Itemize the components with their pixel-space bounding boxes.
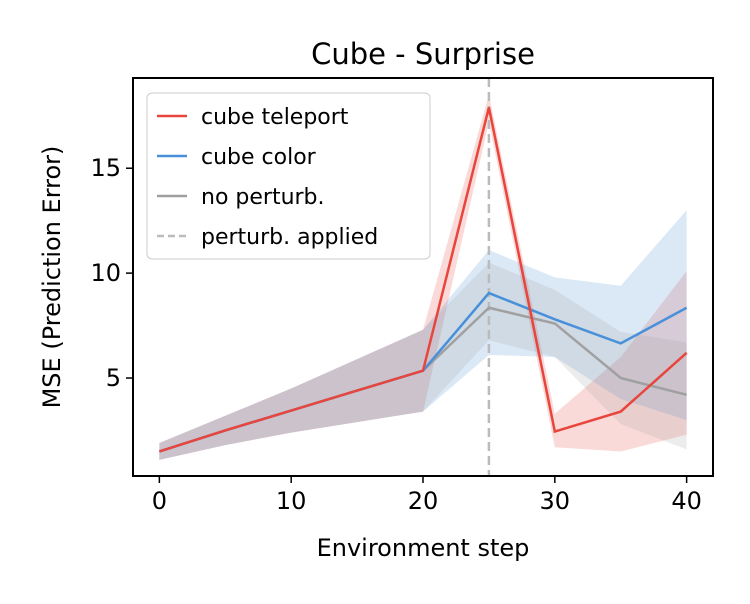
legend: cube teleport cube color no perturb. pertur… xyxy=(146,92,431,260)
x-axis-label: Environment step xyxy=(317,534,530,562)
x-tick-label: 10 xyxy=(276,487,307,515)
x-tick-label: 20 xyxy=(408,487,439,515)
x-tick-label: 30 xyxy=(540,487,571,515)
x-tick-label: 0 xyxy=(152,487,167,515)
chart-title: Cube - Surprise xyxy=(311,37,535,71)
legend-label: no perturb. xyxy=(201,185,325,210)
legend-label: cube teleport xyxy=(201,105,349,130)
legend-label: perturb. applied xyxy=(201,225,378,250)
legend-box xyxy=(146,92,431,260)
y-tick-label: 10 xyxy=(90,259,121,287)
y-tick-label: 15 xyxy=(90,154,121,182)
y-tick-label: 5 xyxy=(106,364,121,392)
legend-label: cube color xyxy=(201,145,317,170)
series-line-0 xyxy=(158,107,688,453)
x-tick-label: 40 xyxy=(671,487,702,515)
confidence-band-1 xyxy=(159,210,687,460)
confidence-band-0 xyxy=(159,94,687,460)
y-axis-label: MSE (Prediction Error) xyxy=(38,146,66,409)
